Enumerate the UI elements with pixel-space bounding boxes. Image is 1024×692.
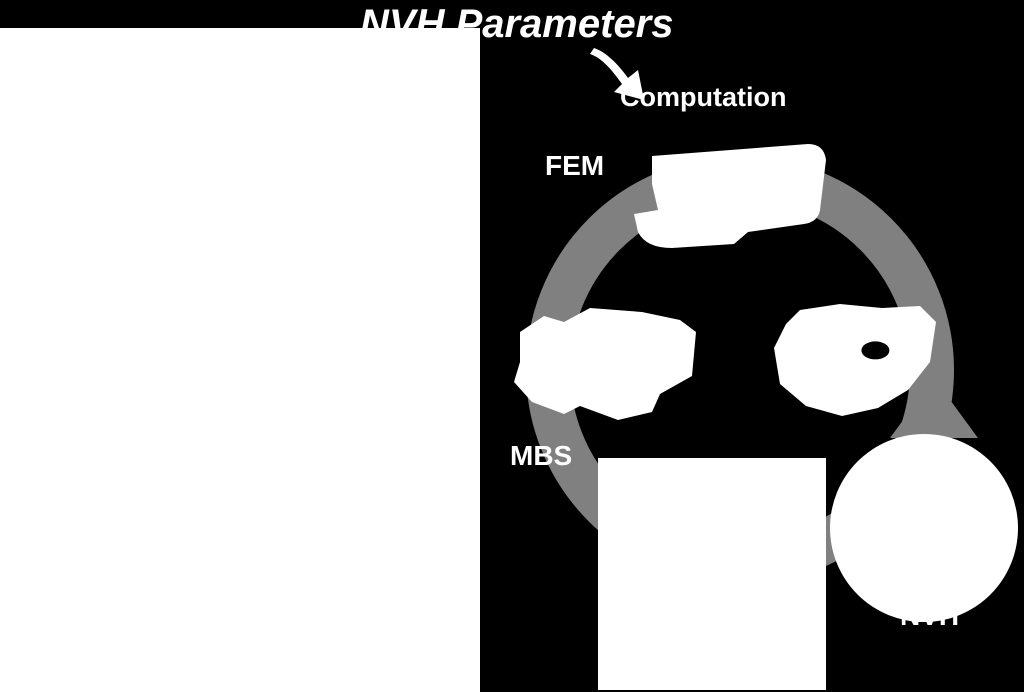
- label-nvh: NVH: [900, 600, 959, 632]
- page-title: NVH Parameters: [360, 2, 674, 47]
- nvh-circle: [830, 434, 1018, 622]
- diagram-stage: NVH Parameters Computation FEM MBS NVH: [0, 0, 1024, 692]
- fem-shape: [628, 140, 828, 266]
- mbs-shape: [510, 302, 702, 424]
- right-shape: [770, 300, 940, 420]
- left-panel: [0, 28, 480, 692]
- label-computation: Computation: [620, 82, 786, 113]
- label-mbs: MBS: [510, 440, 572, 472]
- label-fem: FEM: [545, 150, 604, 182]
- bottom-rect: [598, 458, 826, 690]
